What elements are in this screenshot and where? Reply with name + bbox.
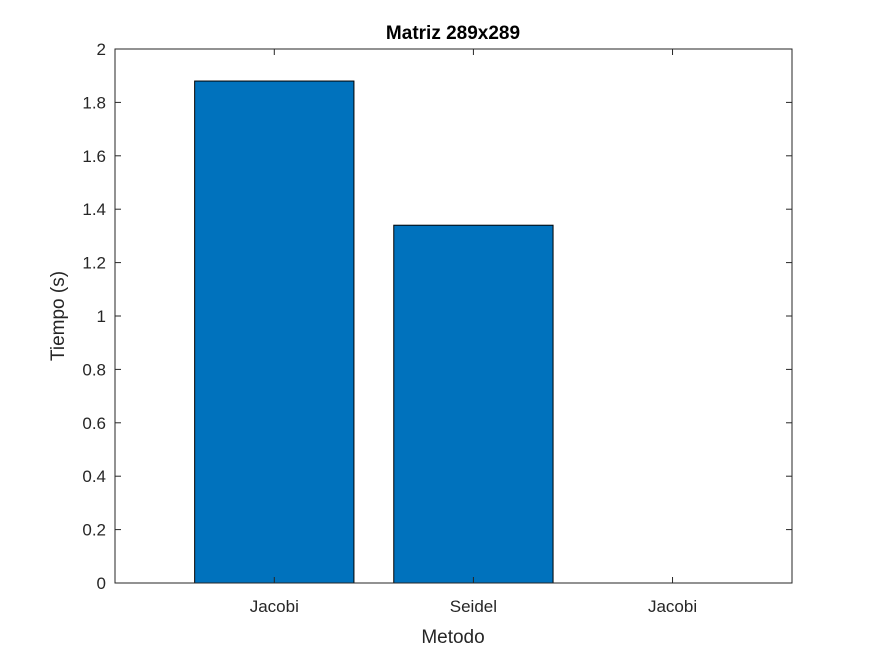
x-tick-label: Jacobi	[648, 597, 697, 616]
y-tick-label: 1.6	[82, 147, 106, 166]
x-axis-ticks: Jacobi Seidel Jacobi	[250, 49, 697, 616]
y-tick-label: 1.2	[82, 254, 106, 273]
y-tick-label: 1.8	[82, 93, 106, 112]
y-tick-label: 0.8	[82, 360, 106, 379]
bar-jacobi-1	[194, 80, 355, 584]
chart-title: Matriz 289x289	[386, 23, 520, 44]
x-tick-label: Seidel	[450, 597, 497, 616]
y-axis-label: Tiempo (s)	[48, 271, 69, 361]
bar-seidel-2	[393, 224, 554, 584]
y-tick-label: 1.4	[82, 200, 106, 219]
x-tick-label: Jacobi	[250, 597, 299, 616]
y-tick-label: 0.6	[82, 414, 106, 433]
y-tick-label: 0.4	[82, 467, 106, 486]
y-tick-label: 1	[97, 307, 106, 326]
x-axis-label: Metodo	[421, 627, 484, 648]
y-tick-label: 0.2	[82, 521, 106, 540]
y-axis-ticks: 0 0.2 0.4 0.6 0.8 1 1.2 1.4 1.6 1.8 2	[82, 40, 792, 593]
y-tick-label: 2	[97, 40, 106, 59]
bars-layer	[194, 80, 554, 584]
y-tick-label: 0	[97, 574, 106, 593]
